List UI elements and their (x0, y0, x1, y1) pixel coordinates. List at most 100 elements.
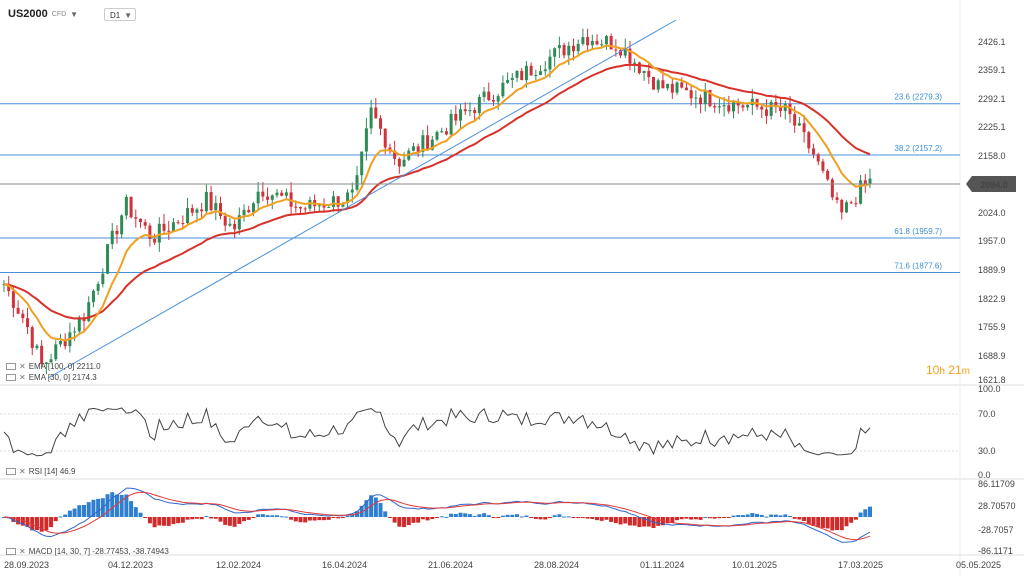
close-icon[interactable]: ✕ (19, 467, 26, 476)
candle-body (727, 105, 731, 112)
price-tick-label: 1755.9 (978, 322, 1006, 332)
price-tick-label: 2359.1 (978, 65, 1006, 75)
candle-body (242, 209, 246, 216)
candle-body (633, 62, 637, 64)
candle-body (360, 151, 364, 176)
candle-body (854, 203, 858, 205)
macd-histogram-bar (844, 517, 849, 527)
candle-body (694, 97, 698, 99)
macd-histogram-bar (811, 517, 816, 526)
macd-histogram-bar (213, 517, 218, 519)
candle-body (477, 96, 481, 114)
candle-body (468, 109, 472, 112)
candle-body (539, 71, 543, 75)
close-icon[interactable]: ✕ (19, 373, 26, 382)
candle-body (336, 196, 340, 207)
candle-body (868, 178, 872, 184)
macd-histogram-bar (491, 517, 496, 518)
macd-histogram-bar (858, 512, 863, 517)
macd-histogram-bar (260, 514, 265, 517)
candle-body (171, 222, 175, 232)
candle-body (835, 197, 839, 200)
ema-30-legend[interactable]: ✕ EMA [30, 0] 2174.3 (6, 373, 97, 382)
macd-histogram-bar (199, 517, 204, 520)
current-price-label: 2094.0 (980, 180, 1008, 190)
candle-body (233, 223, 237, 230)
candle-body (219, 203, 222, 217)
symbol-name[interactable]: US2000 (8, 8, 48, 20)
macd-tick-label: -86.1171 (978, 546, 1013, 556)
macd-histogram-bar (232, 517, 237, 527)
candle-body (797, 123, 801, 126)
macd-histogram-bar (416, 517, 421, 523)
candle-body (708, 89, 712, 107)
macd-histogram-bar (387, 517, 392, 518)
candle-body (699, 97, 703, 105)
macd-histogram-bar (345, 515, 350, 517)
macd-histogram-bar (124, 494, 129, 517)
macd-histogram-bar (693, 517, 698, 520)
candle-body (689, 90, 693, 99)
timeframe-select[interactable]: D1 ▼ (104, 8, 136, 21)
macd-histogram-bar (298, 517, 303, 523)
candle-body (143, 222, 147, 226)
macd-histogram-bar (444, 516, 449, 518)
symbol-header[interactable]: US2000 CFD ▼ (8, 6, 78, 22)
close-icon[interactable]: ✕ (19, 547, 26, 556)
candle-body (652, 77, 655, 90)
macd-histogram-bar (515, 514, 520, 517)
macd-histogram-bar (863, 509, 868, 517)
indicator-settings-icon[interactable] (6, 363, 16, 370)
candle-body (411, 146, 415, 151)
candle-body (444, 131, 448, 135)
chevron-down-icon[interactable]: ▼ (70, 9, 79, 19)
macd-histogram-bar (599, 517, 604, 521)
macd-histogram-bar (510, 514, 515, 517)
macd-histogram-bar (114, 494, 119, 517)
candle-body (96, 284, 100, 291)
macd-tick-label: 86.11709 (978, 479, 1015, 489)
candle-body (562, 45, 566, 56)
candle-body (190, 208, 194, 213)
candle-body (266, 196, 270, 200)
macd-histogram-bar (204, 516, 209, 518)
candle-body (821, 161, 825, 171)
price-tick-label: 1688.9 (978, 351, 1006, 361)
macd-histogram-bar (82, 504, 87, 517)
candle-body (713, 106, 717, 108)
macd-histogram-bar (707, 517, 712, 519)
candle-body (534, 74, 538, 76)
candle-body (327, 206, 331, 208)
macd-histogram-bar (176, 517, 181, 524)
macd-histogram-bar (439, 516, 444, 518)
close-icon[interactable]: ✕ (19, 362, 26, 371)
macd-histogram-bar (293, 517, 298, 522)
candle-body (350, 189, 354, 193)
candle-body (374, 107, 378, 119)
ema-30-line (3, 44, 871, 342)
macd-histogram-bar (223, 517, 228, 525)
date-tick-label: 05.05.2025 (956, 560, 1001, 570)
candle-body (430, 139, 434, 150)
macd-legend[interactable]: ✕ MACD [14, 30, 7] -28.77453, -38.74943 (6, 547, 169, 556)
macd-histogram-bar (759, 514, 764, 517)
rsi-legend[interactable]: ✕ RSI [14] 46.9 (6, 467, 75, 476)
candle-body (228, 223, 232, 226)
candle-body (11, 291, 15, 308)
candle-body (703, 89, 707, 105)
date-tick-label: 12.02.2024 (216, 560, 261, 570)
price-tick-label: 1889.9 (978, 265, 1006, 275)
macd-histogram-bar (284, 516, 289, 518)
indicator-settings-icon[interactable] (6, 374, 16, 381)
ema-100-legend[interactable]: ✕ EMA [100, 0] 2211.0 (6, 362, 101, 371)
indicator-settings-icon[interactable] (6, 468, 16, 475)
fib-level-label: 38.2 (2157.2) (894, 144, 942, 153)
macd-histogram-bar (63, 514, 68, 517)
macd-signal-line (3, 491, 871, 541)
macd-histogram-bar (868, 506, 872, 517)
indicator-settings-icon[interactable] (6, 548, 16, 555)
macd-histogram-bar (312, 517, 317, 521)
macd-histogram-bar (322, 517, 327, 521)
